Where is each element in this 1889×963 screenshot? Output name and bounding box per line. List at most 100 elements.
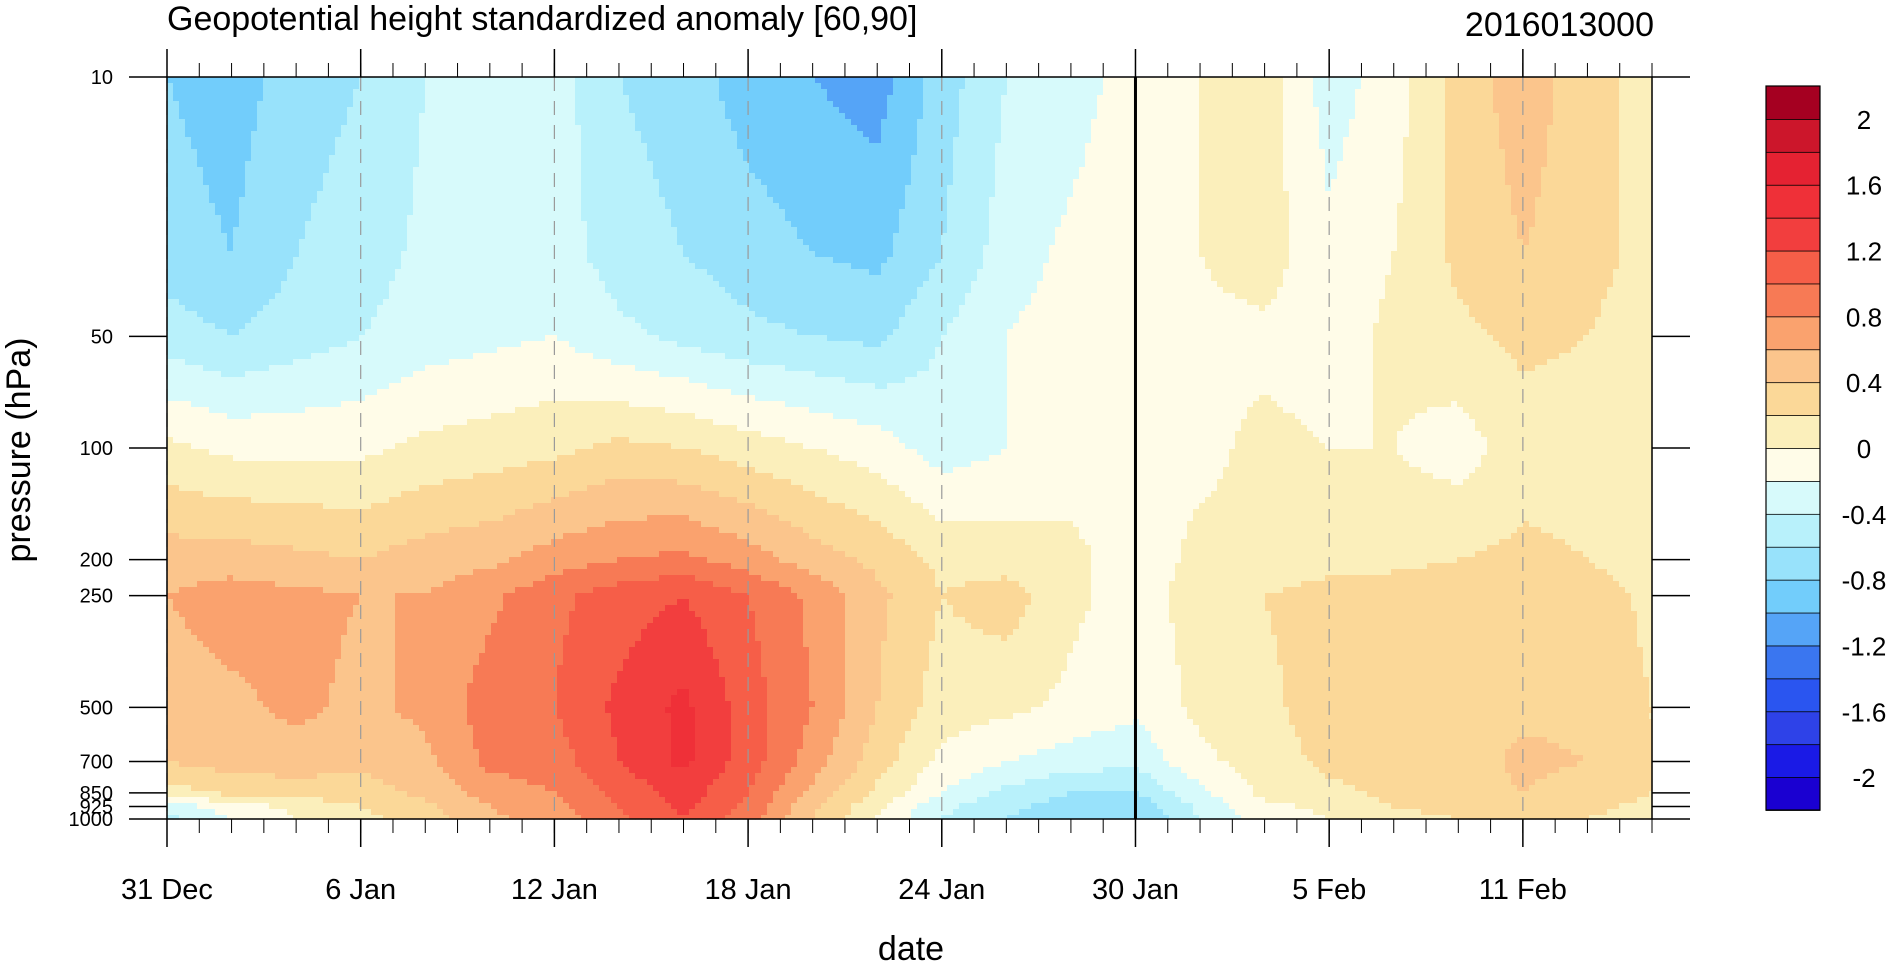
heat-cell [1037,77,1044,84]
heat-cell [875,95,882,102]
heat-cell [1121,89,1128,96]
heat-cell [923,77,930,84]
heat-cell [389,83,396,90]
heat-cell [569,95,576,102]
heat-cell [335,83,342,90]
heat-cell [701,89,708,96]
heat-cell [1025,77,1032,84]
heat-cell [977,77,984,84]
heat-cell [635,101,642,108]
heat-cell [1577,77,1584,84]
heat-cell [1415,89,1422,96]
heat-cell [1487,83,1494,90]
heat-cell [989,77,996,84]
heat-cell [911,95,918,102]
heat-cell [1301,83,1308,90]
heat-cell [1043,77,1050,84]
heat-cell [1637,83,1644,90]
heat-cell [215,89,222,96]
heat-cell [1121,95,1128,102]
heat-cell [443,83,450,90]
heat-cell [1079,89,1086,96]
heat-cell [305,89,312,96]
heat-cell [1283,83,1290,90]
heat-cell [347,101,354,108]
heat-cell [1547,95,1554,102]
heat-cell [827,77,834,84]
heat-cell [407,95,414,102]
heat-cell [1619,77,1626,84]
heat-cell [989,95,996,102]
heat-cell [587,77,594,84]
heat-cell [665,101,672,108]
heat-cell [215,83,222,90]
heat-cell [1553,89,1560,96]
heat-cell [839,77,846,84]
heat-cell [293,101,300,108]
heat-cell [275,77,282,84]
heat-cell [575,101,582,108]
heat-cell [527,95,534,102]
heat-cell [413,89,420,96]
heat-cell [413,101,420,108]
heat-cell [1265,77,1272,84]
heat-cell [659,77,666,84]
heat-cell [1241,77,1248,84]
heat-cell [563,77,570,84]
heat-cell [1523,89,1530,96]
heat-cell [1331,95,1338,102]
heat-cell [257,89,264,96]
heat-cell [1481,83,1488,90]
heat-cell [1535,89,1542,96]
heat-cell [671,89,678,96]
heat-cell [887,89,894,96]
heat-cell [629,95,636,102]
heat-cell [1115,83,1122,90]
heat-cell [1505,89,1512,96]
heat-cell [1181,89,1188,96]
heat-cell [1445,83,1452,90]
heat-cell [899,89,906,96]
heat-cell [311,89,318,96]
heat-cell [1505,83,1512,90]
heat-cell [239,101,246,108]
heat-cell [197,77,204,84]
heat-cell [1397,89,1404,96]
heat-cell [233,95,240,102]
heat-cell [725,101,732,108]
heat-cell [593,83,600,90]
heat-cell [275,95,282,102]
heat-cell [707,89,714,96]
heat-cell [515,89,522,96]
heat-cell [371,83,378,90]
heat-cell [509,83,516,90]
heat-cell [1055,95,1062,102]
heat-cell [665,77,672,84]
heat-cell [989,89,996,96]
heat-cell [263,83,270,90]
heat-cell [767,95,774,102]
heat-cell [1163,83,1170,90]
heat-cell [1127,77,1134,84]
heat-cell [617,83,624,90]
heat-cell [359,83,366,90]
heat-cell [1595,89,1602,96]
heat-cell [659,101,666,108]
heat-cell [1295,89,1302,96]
heat-cell [1631,77,1638,84]
heat-cell [539,77,546,84]
heat-cell [227,77,234,84]
heat-cell [1355,77,1362,84]
heat-cell [239,89,246,96]
heat-cell [311,77,318,84]
heat-cell [1067,89,1074,96]
heat-cell [563,89,570,96]
heat-cell [935,83,942,90]
heat-cell [1391,83,1398,90]
heat-cell [1613,77,1620,84]
heat-cell [1379,83,1386,90]
heat-cell [281,95,288,102]
heat-cell [1217,89,1224,96]
heat-cell [791,95,798,102]
heat-cell [401,95,408,102]
